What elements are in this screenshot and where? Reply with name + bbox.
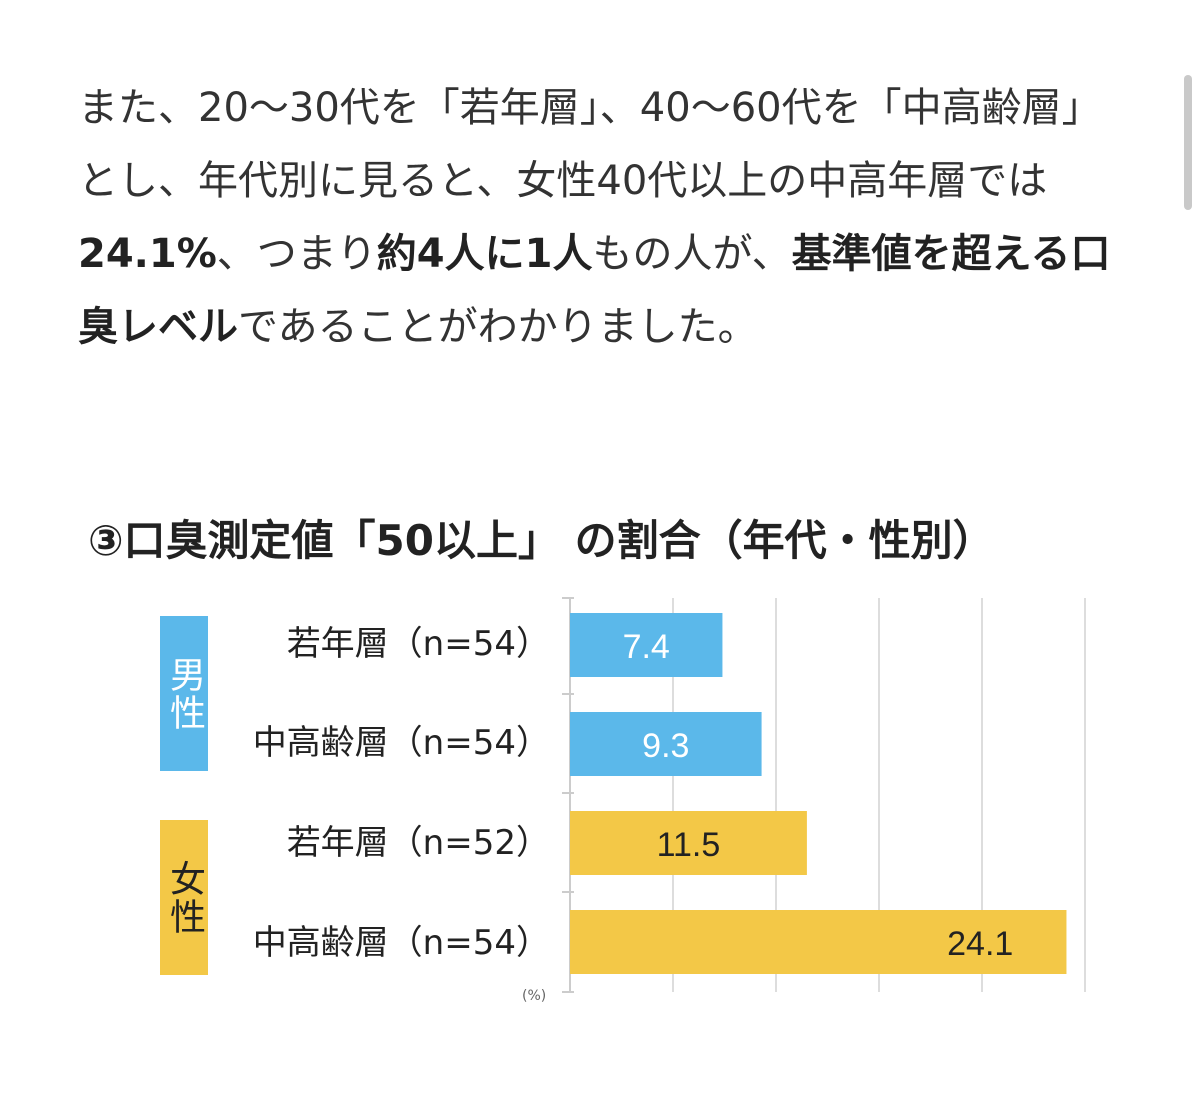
article-strong-1: 24.1%: [78, 231, 217, 277]
group-label-female-text: 女性: [164, 859, 205, 936]
article-strong-3: 基準値を超える口臭レベル: [78, 231, 1111, 350]
bar-1: [570, 712, 762, 776]
category-label-female-senior: 中高齢層（n=54）: [252, 923, 550, 963]
article-text-2: 、つまり: [216, 231, 377, 277]
group-label-female: 女性: [160, 820, 208, 975]
article-strong-2: 約4人に1人: [376, 231, 593, 277]
group-label-male-text: 男性: [164, 655, 205, 732]
bar-0: [570, 613, 723, 677]
data-label-1: 9.3: [642, 727, 689, 765]
article-text-3: もの人が、: [592, 231, 792, 277]
data-label-3: 24.1: [947, 925, 1013, 963]
data-label-0: 7.4: [623, 628, 670, 666]
article-paragraph: また、20〜30代を「若年層」、40〜60代を「中高齢層」とし、年代別に見ると、…: [78, 72, 1128, 364]
scrollbar-thumb[interactable]: [1184, 75, 1192, 210]
bar-3: [570, 910, 1067, 974]
group-label-male: 男性: [160, 616, 208, 771]
unit-mark: (%): [522, 988, 547, 1004]
bar-2: [570, 811, 807, 875]
category-label-male-senior: 中高齢層（n=54）: [252, 723, 550, 763]
category-label-male-young: 若年層（n=54）: [286, 624, 550, 664]
chart-title: ③口臭測定値「50以上」 の割合（年代・性別）: [88, 516, 995, 565]
article-body: また、20〜30代を「若年層」、40〜60代を「中高齢層」とし、年代別に見ると、…: [78, 72, 1128, 364]
article-text-1: また、20〜30代を「若年層」、40〜60代を「中高齢層」とし、年代別に見ると、…: [78, 85, 1102, 204]
category-label-female-young: 若年層（n=52）: [286, 823, 550, 863]
data-label-2: 11.5: [657, 826, 721, 864]
article-text-4: であることがわかりました。: [238, 304, 758, 350]
